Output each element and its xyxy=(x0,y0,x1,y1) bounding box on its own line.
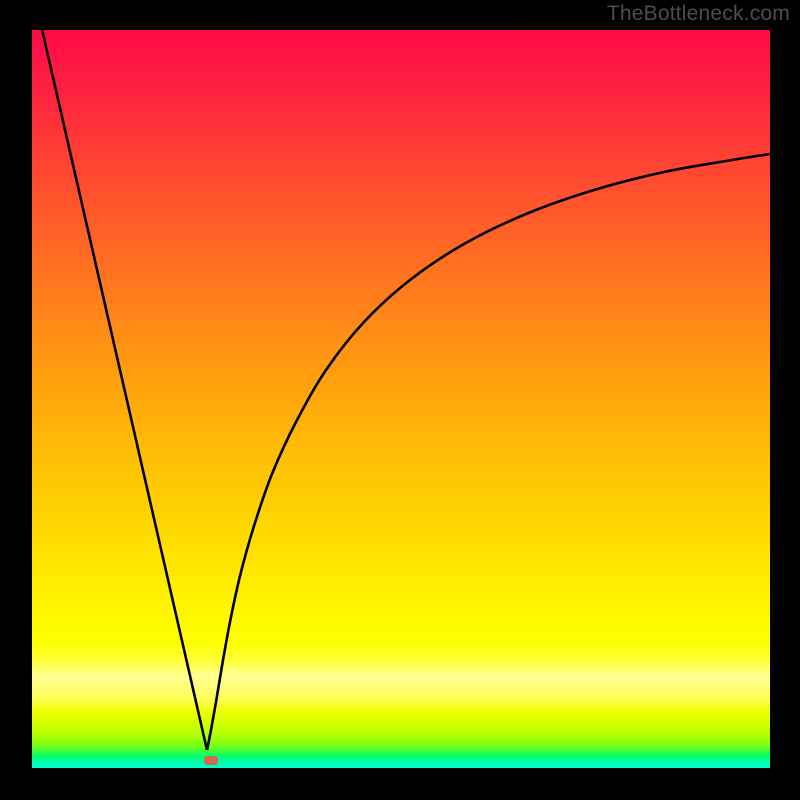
dip-marker xyxy=(204,756,218,765)
curve-left-branch xyxy=(41,30,207,750)
curve-right-branch xyxy=(207,154,770,750)
watermark-text: TheBottleneck.com xyxy=(607,2,790,26)
curve-layer xyxy=(32,30,770,768)
plot-area xyxy=(32,30,770,768)
